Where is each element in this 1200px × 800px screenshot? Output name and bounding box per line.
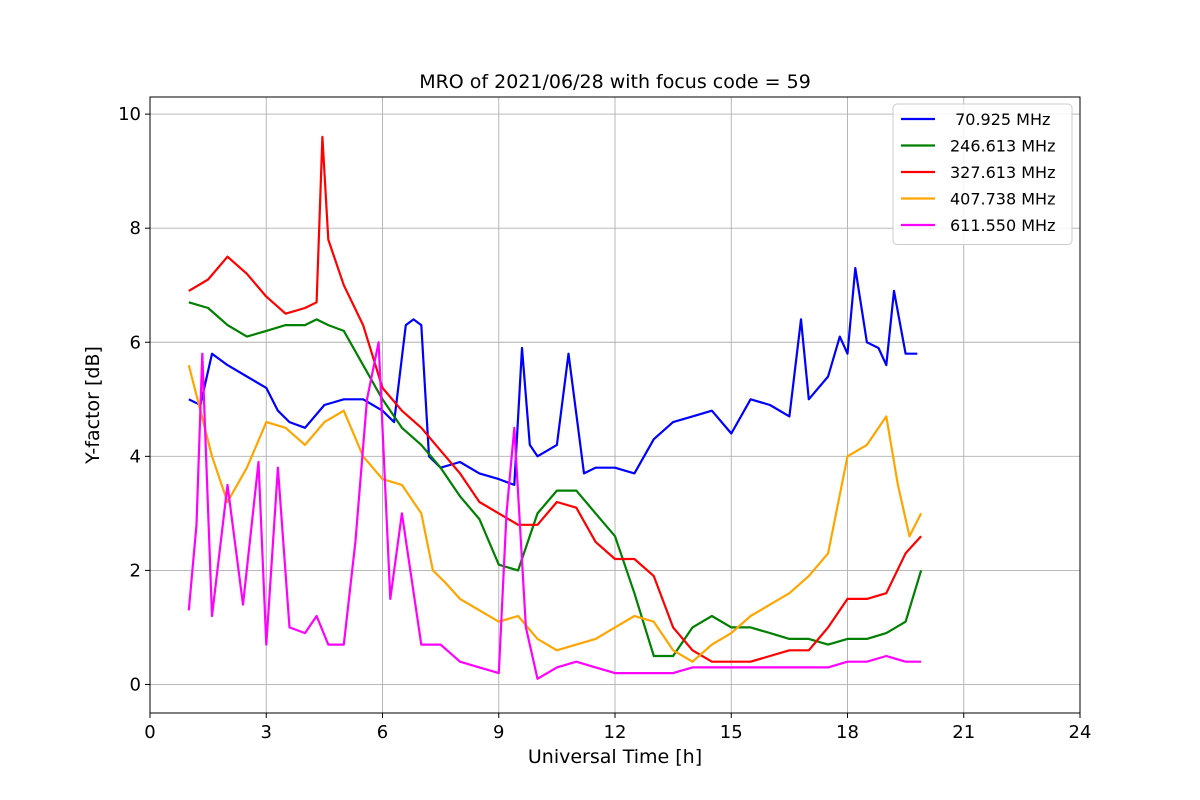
x-tick-label: 9: [493, 722, 504, 743]
legend: 70.925 MHz 246.613 MHz 327.613 MHz 407.738 …: [892, 103, 1073, 245]
chart-title: MRO of 2021/06/28 with focus code = 59: [419, 71, 811, 93]
y-axis: 0 2 4 6 8 10: [118, 104, 150, 695]
x-axis: 0 3 6 9 12 15 18 21 24: [144, 713, 1091, 743]
series-line: [187, 364, 923, 663]
y-axis-label: Y-factor [dB]: [82, 346, 104, 465]
legend-label: 407.738 MHz: [950, 190, 1055, 209]
y-tick-label: 0: [130, 674, 141, 695]
y-tick-label: 8: [130, 218, 141, 239]
x-tick-label: 21: [952, 722, 975, 743]
legend-label: 327.613 MHz: [950, 163, 1055, 182]
x-tick-label: 24: [1069, 722, 1092, 743]
legend-label: 611.550 MHz: [950, 216, 1055, 235]
series-line: [188, 135, 922, 663]
x-tick-label: 15: [720, 722, 743, 743]
series-line: [187, 341, 922, 680]
x-tick-label: 12: [604, 722, 627, 743]
x-tick-label: 3: [261, 722, 272, 743]
x-tick-label: 0: [144, 722, 155, 743]
series-line: [188, 301, 923, 658]
y-tick-label: 6: [130, 332, 141, 353]
y-tick-label: 4: [130, 446, 141, 467]
x-tick-label: 6: [377, 722, 388, 743]
y-tick-label: 2: [130, 560, 141, 581]
legend-label: 246.613 MHz: [950, 137, 1055, 156]
x-tick-label: 18: [836, 722, 859, 743]
series-line: [188, 267, 918, 486]
legend-box: [892, 103, 1073, 245]
series-layer: [187, 135, 923, 680]
y-tick-label: 10: [118, 104, 141, 125]
legend-label: 70.925 MHz: [950, 110, 1050, 129]
x-axis-label: Universal Time [h]: [528, 746, 702, 768]
